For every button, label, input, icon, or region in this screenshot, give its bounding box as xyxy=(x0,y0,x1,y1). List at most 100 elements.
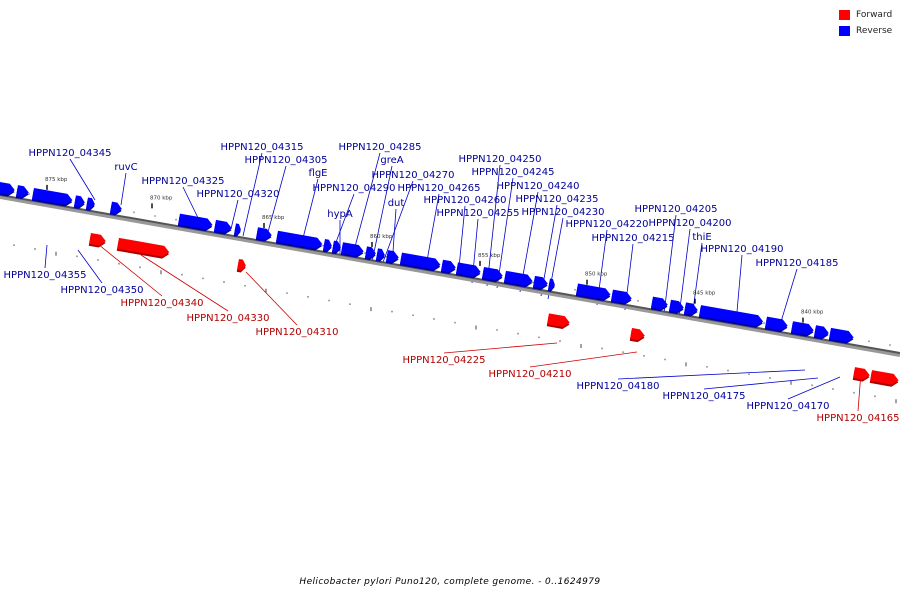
genome-backbone xyxy=(0,194,900,357)
reverse-gene-arrow xyxy=(828,327,854,344)
reverse-gene-arrow xyxy=(610,289,632,305)
gene-leader-line xyxy=(140,254,229,312)
scale-label: 840 kbp xyxy=(801,310,824,316)
gene-label[interactable]: HPPN120_04265 xyxy=(398,183,481,194)
reverse-gene-arrow xyxy=(455,262,481,279)
gene-leader-line xyxy=(496,177,514,289)
reverse-gene-arrow xyxy=(764,316,788,333)
gene-label[interactable]: HPPN120_04250 xyxy=(459,154,542,165)
gene-label[interactable]: thiE xyxy=(692,232,711,243)
gene-label[interactable]: HPPN120_04255 xyxy=(437,208,520,219)
reverse-gene-arrow xyxy=(532,275,548,291)
forward-gene-arrow xyxy=(546,313,570,329)
gene-leader-line xyxy=(242,152,263,237)
gene-label[interactable]: greA xyxy=(380,155,403,166)
reverse-gene-arrow xyxy=(73,195,85,210)
gene-label[interactable]: HPPN120_04165 xyxy=(817,413,900,424)
gene-label[interactable]: HPPN120_04210 xyxy=(489,369,572,380)
reverse-gene-arrow xyxy=(503,270,533,288)
gene-leader-line xyxy=(92,239,163,297)
gene-label[interactable]: HPPN120_04215 xyxy=(592,233,675,244)
gene-label[interactable]: hypA xyxy=(327,209,353,220)
reverse-gene-arrow xyxy=(668,299,684,314)
reverse-gene-arrow xyxy=(399,252,441,272)
reverse-gene-arrow xyxy=(213,219,232,235)
scale-label: 875 kbp xyxy=(45,177,68,183)
gene-label[interactable]: HPPN120_04205 xyxy=(635,204,718,215)
reverse-gene-arrow xyxy=(683,302,698,317)
gene-label[interactable]: HPPN120_04190 xyxy=(701,244,784,255)
gene-label[interactable]: HPPN120_04170 xyxy=(747,401,830,412)
gene-leader-line xyxy=(69,158,96,201)
gene-label[interactable]: HPPN120_04350 xyxy=(61,285,144,296)
gene-label[interactable]: dut xyxy=(388,198,405,209)
gene-leader-line xyxy=(371,165,393,263)
reverse-swatch xyxy=(839,26,850,36)
gene-leader-line xyxy=(529,351,638,368)
gene-label[interactable]: HPPN120_04355 xyxy=(4,270,87,281)
reverse-gene-arrow xyxy=(698,305,764,328)
gene-label[interactable]: flgE xyxy=(309,168,328,179)
scale-label: 870 kbp xyxy=(150,195,173,201)
gene-label[interactable]: HPPN120_04230 xyxy=(522,207,605,218)
reverse-gene-arrow xyxy=(322,239,332,253)
reverse-gene-arrow xyxy=(177,213,213,232)
gene-label[interactable]: HPPN120_04345 xyxy=(29,148,112,159)
forward-gene-arrow xyxy=(116,237,170,259)
reverse-gene-arrow xyxy=(31,187,73,207)
gene-label[interactable]: HPPN120_04290 xyxy=(313,183,396,194)
reverse-gene-arrow xyxy=(340,242,364,258)
reverse-gene-arrow xyxy=(440,259,456,274)
gene-leader-line xyxy=(787,376,841,400)
scale-label: 855 kbp xyxy=(478,253,501,259)
reverse-gene-arrow xyxy=(375,248,385,262)
gene-label[interactable]: HPPN120_04310 xyxy=(256,327,339,338)
reverse-gene-arrow xyxy=(15,185,29,200)
gene-label[interactable]: HPPN120_04200 xyxy=(649,218,732,229)
gene-leader-line xyxy=(120,172,127,206)
gene-label[interactable]: HPPN120_04325 xyxy=(142,176,225,187)
gene-leader-line xyxy=(678,228,691,317)
gene-label[interactable]: HPPN120_04340 xyxy=(121,298,204,309)
gene-label[interactable]: HPPN120_04305 xyxy=(245,155,328,166)
gene-label[interactable]: HPPN120_04180 xyxy=(577,381,660,392)
gene-leader-line xyxy=(44,244,48,269)
gene-label[interactable]: HPPN120_04175 xyxy=(663,391,746,402)
forward-gene-arrow xyxy=(236,258,246,273)
gene-label[interactable]: HPPN120_04240 xyxy=(497,181,580,192)
gene-label[interactable]: HPPN120_04225 xyxy=(403,355,486,366)
gene-features xyxy=(0,182,899,387)
reverse-gene-arrow xyxy=(650,296,668,312)
gene-label[interactable]: HPPN120_04235 xyxy=(516,194,599,205)
reverse-gene-arrow xyxy=(255,227,272,242)
gene-label[interactable]: HPPN120_04315 xyxy=(221,142,304,153)
backbone-shadow xyxy=(0,195,900,357)
reverse-gene-arrow xyxy=(275,230,323,251)
gene-leader-line xyxy=(77,249,103,284)
gene-leader-line xyxy=(779,268,798,326)
gene-label[interactable]: HPPN120_04245 xyxy=(472,167,555,178)
reverse-gene-arrow xyxy=(109,201,122,216)
gene-label[interactable]: ruvC xyxy=(114,162,137,173)
legend-forward: Forward xyxy=(839,10,892,20)
gene-label[interactable]: HPPN120_04220 xyxy=(566,219,649,230)
gene-label[interactable]: HPPN120_04330 xyxy=(187,313,270,324)
reverse-gene-arrow xyxy=(575,283,611,302)
genome-caption: Helicobacter pylori Puno120, complete ge… xyxy=(299,577,601,587)
gene-label[interactable]: HPPN120_04270 xyxy=(372,170,455,181)
gene-label[interactable]: HPPN120_04185 xyxy=(756,258,839,269)
reverse-gene-arrow xyxy=(331,240,341,255)
gene-label[interactable]: HPPN120_04260 xyxy=(424,195,507,206)
gene-leader-line xyxy=(264,165,287,244)
forward-gene-arrow xyxy=(629,327,645,343)
gene-label[interactable]: HPPN120_04285 xyxy=(339,142,422,153)
forward-swatch xyxy=(839,10,850,20)
legend-reverse-label: Reverse xyxy=(856,26,893,36)
reverse-gene-arrow xyxy=(233,223,241,237)
gene-label[interactable]: HPPN120_04320 xyxy=(197,189,280,200)
gene-leader-line xyxy=(617,369,806,380)
gene-leader-line xyxy=(230,199,239,230)
forward-gene-arrow xyxy=(869,370,899,387)
gene-leader-line xyxy=(351,152,381,259)
